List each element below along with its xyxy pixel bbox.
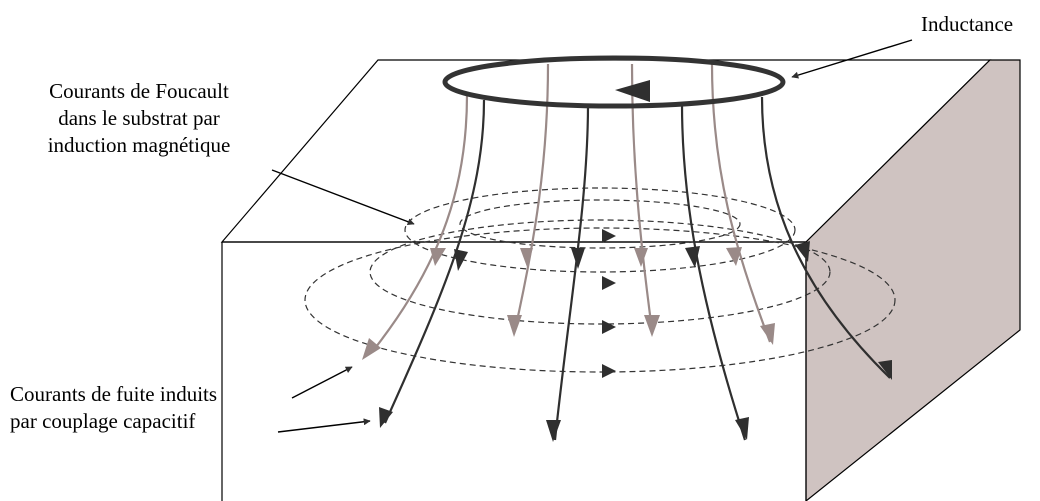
leakage-arrow-a xyxy=(430,248,446,266)
leakage-line-3 xyxy=(630,63,654,331)
field-line-4 xyxy=(760,96,891,379)
label-foucault-line-3: induction magnétique xyxy=(47,133,231,157)
leakage-arrow-d xyxy=(726,247,742,266)
leakage-arrow-b xyxy=(520,248,533,267)
label-foucault-currents: Courants de Foucault dans le substrat pa… xyxy=(8,78,270,159)
substrate-block xyxy=(220,59,1021,501)
inductance-pointer xyxy=(791,39,913,79)
leakage-arrow-e xyxy=(362,338,381,360)
field-arrow-c xyxy=(685,246,700,268)
label-foucault-line-2: dans le substrat par xyxy=(58,106,220,130)
label-leakage-currents: Courants de fuite induits par couplage c… xyxy=(10,381,217,435)
label-inductance: Inductance xyxy=(921,12,1014,36)
eddy-arrow-4 xyxy=(602,364,616,378)
eddy-ring-4 xyxy=(304,227,896,373)
leakage-arrow-h xyxy=(760,323,775,345)
field-arrow-b xyxy=(571,248,585,269)
field-arrowheads xyxy=(379,241,892,442)
foucault-pointer xyxy=(271,169,415,226)
field-arrow-h xyxy=(878,360,892,380)
eddy-ring-1 xyxy=(459,199,741,249)
leakage-line-1 xyxy=(371,94,469,353)
coil-current-arrow xyxy=(615,80,650,102)
leakage-arrow-c xyxy=(634,248,648,267)
eddy-ring-2 xyxy=(404,187,796,273)
leakage-current-lines xyxy=(371,63,772,353)
eddy-direction-arrows xyxy=(602,229,616,378)
field-arrow-d xyxy=(795,241,810,262)
field-arrow-g xyxy=(735,417,749,440)
inductor-ring xyxy=(442,55,786,109)
field-arrow-f xyxy=(546,420,561,442)
field-arrow-a xyxy=(454,249,468,271)
label-foucault-line-1: Courants de Foucault xyxy=(49,79,229,103)
eddy-arrow-1 xyxy=(602,229,616,243)
leakage-arrow-f xyxy=(507,315,522,337)
fuite-pointer-1 xyxy=(291,366,353,399)
eddy-arrow-2 xyxy=(602,276,616,290)
leakage-line-2 xyxy=(513,63,550,331)
leakage-arrowheads xyxy=(362,247,775,360)
fuite-pointer-2 xyxy=(277,418,371,433)
label-fuite-line-2: par couplage capacitif xyxy=(10,409,196,433)
field-arrow-e xyxy=(379,407,393,428)
eddy-ring-3 xyxy=(369,219,831,325)
leakage-arrow-g xyxy=(644,315,660,337)
eddy-arrow-3 xyxy=(602,320,616,334)
annotation-pointers xyxy=(271,39,913,433)
eddy-current-rings xyxy=(304,187,896,373)
field-line-1 xyxy=(383,99,486,424)
label-fuite-line-1: Courants de fuite induits xyxy=(10,382,218,406)
inductor-coil xyxy=(442,55,786,109)
